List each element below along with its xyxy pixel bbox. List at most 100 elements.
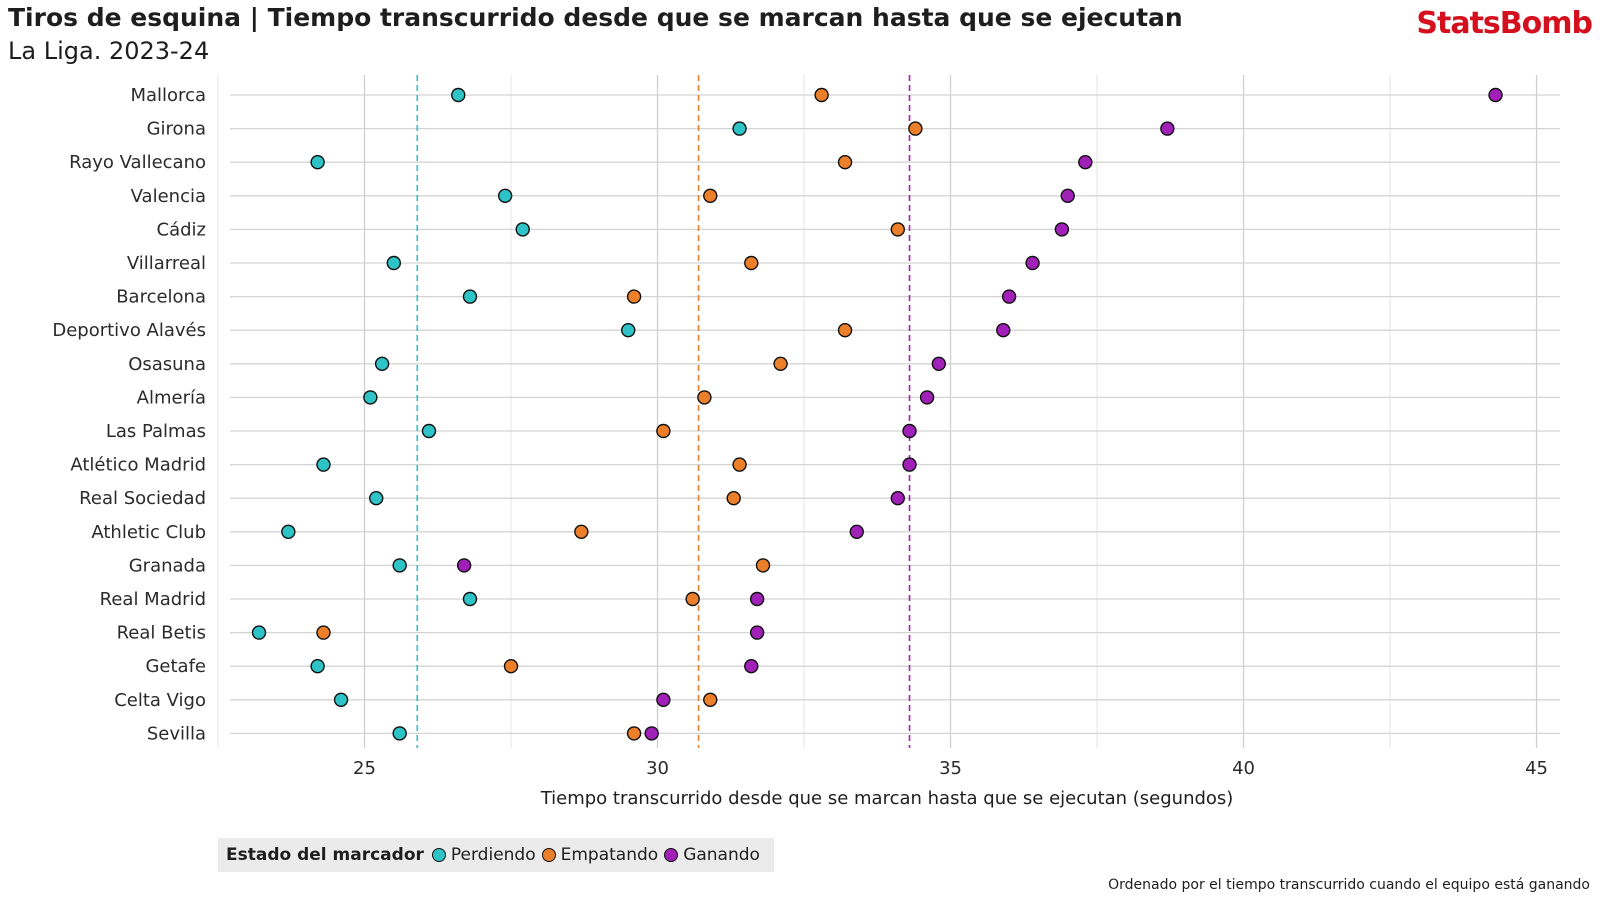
team-label: Almería: [137, 387, 206, 408]
data-point-ganando: [656, 692, 671, 707]
team-label: Real Sociedad: [79, 488, 206, 509]
data-point-ganando: [1060, 188, 1075, 204]
data-point-ganando: [1054, 222, 1070, 237]
data-point-ganando: [902, 457, 917, 472]
team-label: Athletic Club: [91, 522, 206, 543]
data-point-perdiendo: [333, 692, 349, 707]
data-point-empatando: [837, 154, 853, 170]
data-point-perdiendo: [374, 356, 390, 371]
data-point-empatando: [755, 558, 771, 573]
grid-lines: [217, 75, 1560, 748]
data-point-ganando: [1160, 121, 1175, 136]
data-point-empatando: [626, 726, 642, 741]
x-axis-label: Tiempo transcurrido desde que se marcan …: [540, 788, 1234, 809]
dot-plot: Mallorca Girona Rayo Vallecano Valencia Cádi…: [52, 75, 1560, 809]
legend-swatch: [541, 848, 556, 862]
data-point-empatando: [703, 188, 718, 204]
data-point-empatando: [744, 255, 759, 271]
data-point-perdiendo: [316, 457, 331, 472]
x-tick-label: 40: [1232, 758, 1255, 779]
data-point-perdiendo: [281, 524, 296, 539]
data-point-ganando: [996, 323, 1011, 338]
data-point-ganando: [1025, 255, 1040, 271]
team-label: Barcelona: [116, 287, 206, 308]
x-tick-label: 35: [939, 758, 962, 779]
data-point-ganando: [1488, 87, 1503, 103]
data-point-perdiendo: [251, 625, 267, 640]
data-point-perdiendo: [451, 87, 466, 103]
data-point-perdiendo: [310, 154, 325, 170]
team-label: Atlético Madrid: [70, 455, 206, 476]
data-point-empatando: [656, 423, 671, 439]
team-label: Rayo Vallecano: [69, 152, 206, 173]
data-point-empatando: [773, 356, 788, 371]
team-label: Sevilla: [147, 723, 206, 744]
legend-item-empatando: Empatando: [541, 845, 658, 865]
data-point-perdiendo: [462, 591, 478, 607]
team-label: Mallorca: [130, 85, 206, 106]
team-label: Cádiz: [157, 219, 206, 240]
x-axis-ticks: 25 30 35 40 45: [353, 758, 1548, 779]
data-point-ganando: [749, 591, 765, 607]
team-label: Osasuna: [128, 354, 206, 375]
data-point-empatando: [685, 591, 700, 607]
team-label: Villarreal: [127, 253, 206, 274]
data-point-ganando: [744, 659, 759, 674]
legend-item-ganando: Ganando: [664, 845, 760, 865]
data-point-empatando: [908, 121, 923, 136]
data-point-perdiendo: [515, 222, 530, 237]
data-point-ganando: [1001, 289, 1017, 304]
legend-label: Perdiendo: [450, 845, 536, 865]
team-label: Getafe: [145, 656, 206, 677]
data-point-perdiendo: [386, 255, 402, 271]
data-point-empatando: [732, 457, 747, 472]
legend: Estado del marcador Perdiendo Empatando …: [218, 838, 774, 872]
team-label: Girona: [147, 119, 206, 140]
data-point-ganando: [890, 491, 905, 506]
team-label: Real Madrid: [100, 589, 206, 610]
data-point-ganando: [456, 558, 472, 573]
team-rows: Mallorca Girona Rayo Vallecano Valencia Cádi…: [52, 85, 1503, 744]
x-tick-label: 45: [1525, 758, 1548, 779]
legend-swatch: [664, 848, 679, 862]
data-point-ganando: [931, 356, 947, 371]
data-point-empatando: [316, 625, 331, 640]
data-point-ganando: [849, 524, 864, 539]
data-point-ganando: [1078, 154, 1093, 170]
chart-subtitle: La Liga. 2023-24: [8, 37, 210, 65]
x-tick-label: 30: [646, 758, 669, 779]
data-point-perdiendo: [363, 390, 378, 405]
caption: Ordenado por el tiempo transcurrido cuan…: [1108, 877, 1590, 893]
data-point-perdiendo: [462, 289, 478, 304]
data-point-empatando: [574, 524, 589, 539]
team-label: Celta Vigo: [114, 690, 206, 711]
data-point-ganando: [919, 390, 935, 405]
data-point-ganando: [749, 625, 765, 640]
data-point-empatando: [703, 692, 718, 707]
data-point-perdiendo: [392, 726, 407, 741]
data-point-perdiendo: [310, 659, 325, 674]
legend-title: Estado del marcador: [226, 845, 424, 865]
data-point-empatando: [726, 491, 741, 506]
data-point-empatando: [814, 87, 829, 103]
legend-item-perdiendo: Perdiendo: [431, 845, 536, 865]
data-point-empatando: [626, 289, 642, 304]
brand-logo: StatsBomb: [1416, 6, 1593, 41]
data-point-empatando: [837, 323, 853, 338]
data-point-ganando: [902, 423, 917, 439]
data-point-perdiendo: [732, 121, 747, 136]
data-point-perdiendo: [497, 188, 513, 204]
data-point-empatando: [503, 659, 519, 674]
team-label: Las Palmas: [106, 421, 206, 442]
chart-title: Tiros de esquina | Tiempo transcurrido d…: [8, 3, 1183, 32]
data-point-perdiendo: [369, 491, 384, 506]
data-point-ganando: [644, 726, 659, 741]
team-label: Real Betis: [117, 623, 206, 644]
data-point-perdiendo: [621, 323, 636, 338]
legend-label: Ganando: [683, 845, 760, 865]
team-label: Deportivo Alavés: [52, 320, 206, 341]
data-point-perdiendo: [421, 423, 437, 439]
team-label: Granada: [129, 555, 206, 576]
mean-lines: [416, 75, 911, 748]
legend-swatch: [431, 848, 446, 862]
